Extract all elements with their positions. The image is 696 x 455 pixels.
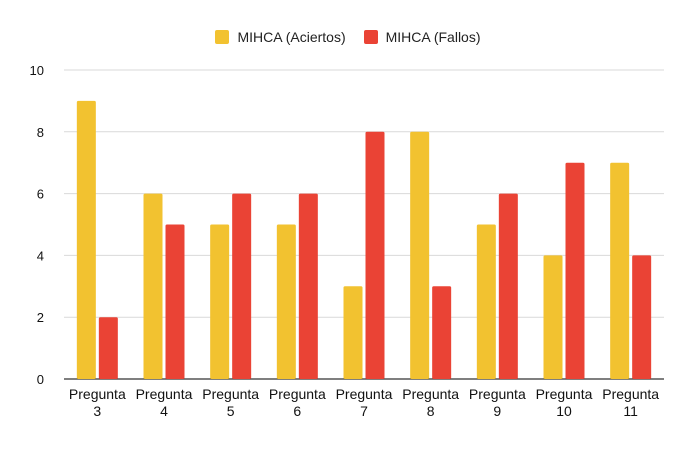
y-tick-label: 0 bbox=[37, 372, 44, 387]
bar-aciertos bbox=[143, 193, 163, 379]
bar-fallos bbox=[498, 193, 518, 379]
bar-fallos bbox=[565, 162, 585, 379]
legend: MIHCA (Aciertos) MIHCA (Fallos) bbox=[0, 29, 696, 45]
x-tick-label: Pregunta bbox=[269, 386, 326, 402]
bar-fallos bbox=[365, 131, 385, 379]
y-tick-label: 8 bbox=[37, 125, 44, 140]
x-tick-label-number: 11 bbox=[623, 403, 638, 419]
legend-item-aciertos: MIHCA (Aciertos) bbox=[215, 29, 346, 45]
x-tick-label: Pregunta bbox=[202, 386, 259, 402]
bar-fallos bbox=[432, 286, 452, 379]
x-tick-label: Pregunta bbox=[336, 386, 393, 402]
legend-swatch-aciertos bbox=[215, 30, 230, 44]
bar-aciertos bbox=[410, 131, 430, 379]
x-tick-label: Pregunta bbox=[402, 386, 459, 402]
bar-aciertos bbox=[276, 224, 296, 379]
bar-fallos bbox=[232, 193, 252, 379]
bar-fallos bbox=[98, 317, 118, 379]
x-tick-label-number: 6 bbox=[293, 403, 301, 419]
bar-aciertos bbox=[343, 286, 363, 379]
bar-fallos bbox=[298, 193, 318, 379]
bar-aciertos bbox=[476, 224, 496, 379]
x-tick-label: Pregunta bbox=[536, 386, 593, 402]
x-tick-label-number: 7 bbox=[360, 403, 368, 419]
x-tick-label-number: 9 bbox=[493, 403, 501, 419]
y-tick-label: 6 bbox=[37, 187, 44, 202]
x-tick-label-number: 3 bbox=[93, 403, 101, 419]
x-tick-label: Pregunta bbox=[469, 386, 526, 402]
bar-aciertos bbox=[210, 224, 230, 379]
bar-fallos bbox=[632, 255, 652, 379]
legend-swatch-fallos bbox=[363, 30, 378, 44]
x-tick-label-number: 8 bbox=[427, 403, 435, 419]
y-tick-label: 4 bbox=[37, 248, 44, 263]
bar-aciertos bbox=[610, 162, 630, 379]
y-tick-label: 2 bbox=[37, 310, 44, 325]
x-tick-label: Pregunta bbox=[69, 386, 126, 402]
legend-label-fallos: MIHCA (Fallos) bbox=[385, 29, 481, 45]
bar-aciertos bbox=[76, 100, 96, 380]
bar-aciertos bbox=[543, 255, 563, 379]
bar-fallos bbox=[165, 224, 185, 379]
y-tick-label: 10 bbox=[30, 63, 44, 78]
legend-item-fallos: MIHCA (Fallos) bbox=[363, 29, 481, 45]
x-tick-label: Pregunta bbox=[136, 386, 193, 402]
x-tick-label-number: 5 bbox=[227, 403, 235, 419]
x-tick-label-number: 10 bbox=[556, 403, 572, 419]
x-tick-label-number: 4 bbox=[160, 403, 168, 419]
legend-label-aciertos: MIHCA (Aciertos) bbox=[237, 29, 346, 45]
x-tick-label: Pregunta bbox=[602, 386, 659, 402]
